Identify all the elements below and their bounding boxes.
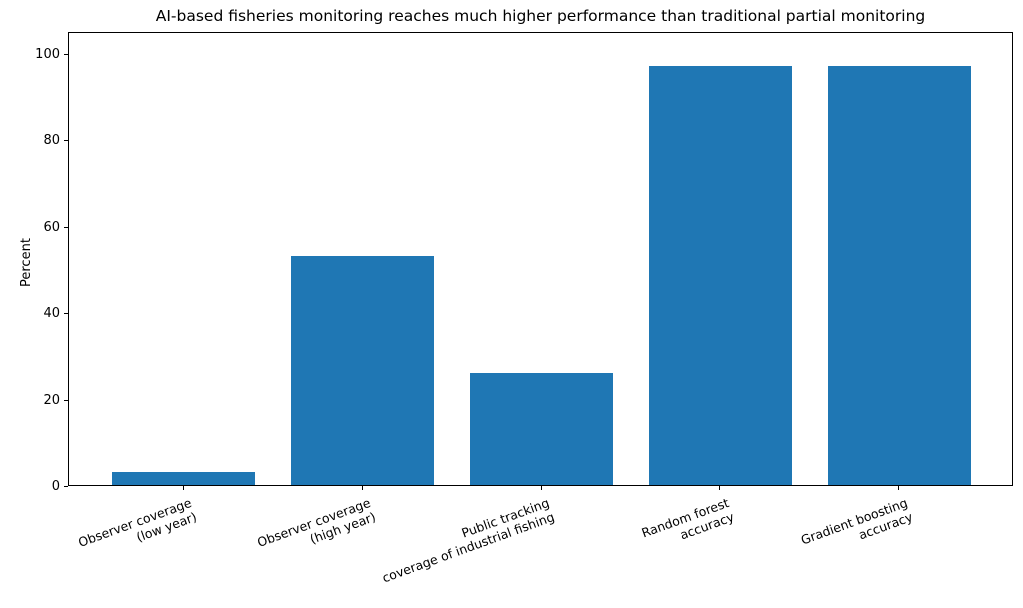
y-tick-mark: [64, 313, 68, 315]
x-tick-mark: [361, 486, 363, 490]
y-tick-mark: [64, 53, 68, 55]
y-tick-label: 60: [43, 219, 60, 235]
bar-4: [827, 65, 972, 485]
x-tick-mark: [182, 486, 184, 490]
bar-1: [290, 255, 435, 485]
y-tick-mark: [64, 226, 68, 228]
bar-2: [469, 372, 614, 485]
x-tick-label: Random forest accuracy: [639, 495, 735, 555]
x-tick-mark: [540, 486, 542, 490]
y-tick-mark: [64, 140, 68, 142]
y-axis-label: Percent: [19, 238, 34, 287]
x-tick-mark: [898, 486, 900, 490]
bar-0: [111, 472, 256, 485]
x-tick-mark: [719, 486, 721, 490]
bar-3: [648, 65, 793, 485]
y-tick-mark: [64, 486, 68, 487]
chart-title: AI-based fisheries monitoring reaches mu…: [155, 7, 926, 25]
x-tick-label: Gradient boosting accuracy: [799, 495, 915, 562]
y-tick-label: 20: [43, 392, 60, 408]
plot-area: [68, 32, 1013, 486]
x-tick-label: Observer coverage (high year): [255, 495, 377, 564]
x-tick-label: Public tracking coverage of industrial fi…: [375, 495, 557, 586]
y-tick-label: 0: [51, 479, 60, 494]
y-tick-label: 80: [43, 133, 60, 149]
x-tick-label-line: coverage of industrial fishing: [380, 509, 557, 586]
y-tick-label: 100: [35, 46, 60, 62]
y-tick-label: 40: [43, 306, 60, 322]
y-tick-mark: [64, 399, 68, 401]
x-tick-label: Observer coverage (low year): [76, 495, 198, 564]
